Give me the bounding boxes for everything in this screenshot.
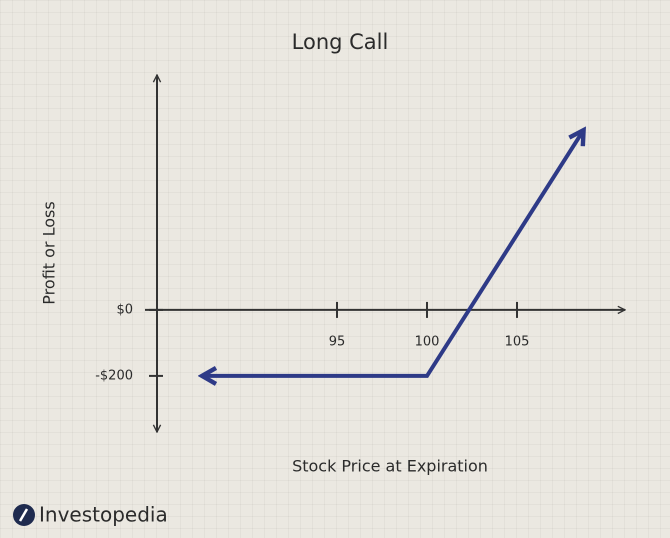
x-tick-label: 95 — [329, 334, 346, 349]
chart-title: Long Call — [292, 30, 389, 54]
x-tick-label: 105 — [505, 334, 530, 349]
y-tick-label: -$200 — [95, 368, 133, 383]
logo-icon-mark — [18, 508, 29, 522]
payoff-line — [202, 130, 584, 376]
y-axis-label: Profit or Loss — [40, 201, 59, 304]
x-axis-label: Stock Price at Expiration — [292, 457, 488, 476]
x-tick-label: 100 — [415, 334, 440, 349]
brand: Investopedia — [39, 503, 168, 527]
logo: Investopedia — [13, 503, 168, 527]
y-tick-label: $0 — [116, 302, 133, 317]
